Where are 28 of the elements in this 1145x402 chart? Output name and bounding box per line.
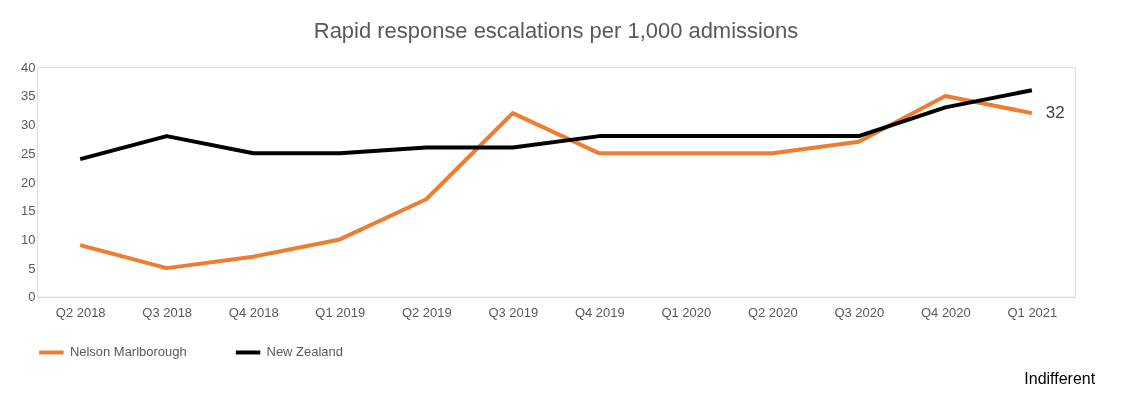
x-tick-label: Q3 2020	[834, 305, 885, 321]
x-tick-label: Q4 2019	[574, 305, 625, 321]
y-tick-label: 35	[21, 88, 36, 104]
x-tick-label: Q2 2019	[401, 305, 452, 321]
x-tick-label: Q2 2020	[747, 305, 798, 321]
x-tick-label: Q4 2020	[920, 305, 971, 321]
legend-label: New Zealand	[266, 344, 343, 360]
x-tick-label: Q1 2020	[661, 305, 712, 321]
y-tick-label: 10	[21, 231, 36, 247]
text: Indifferent	[1024, 369, 1096, 387]
x-tick-label: Q1 2019	[315, 305, 366, 321]
y-tick-label: 15	[21, 203, 36, 219]
y-tick-label: 25	[21, 145, 36, 161]
y-tick-label: 0	[28, 289, 36, 305]
data-label: 32	[1045, 103, 1065, 123]
y-tick-label: 40	[21, 59, 36, 75]
line-series	[78, 88, 1034, 162]
y-tick-label: 20	[21, 174, 36, 190]
x-tick-label: Q4 2018	[228, 305, 279, 321]
x-tick-label: Q2 2018	[55, 305, 106, 321]
y-tick-label: 5	[28, 260, 36, 276]
x-tick-label: Q3 2018	[142, 305, 193, 321]
legend-label: Nelson Marlborough	[69, 344, 187, 360]
x-tick-label: Q1 2021	[1007, 305, 1058, 321]
line-series	[78, 93, 1034, 271]
chart-title: Rapid response escalations per 1,000 admissions	[313, 18, 799, 44]
x-tick-label: Q3 2019	[488, 305, 539, 321]
y-tick-label: 30	[21, 117, 36, 133]
